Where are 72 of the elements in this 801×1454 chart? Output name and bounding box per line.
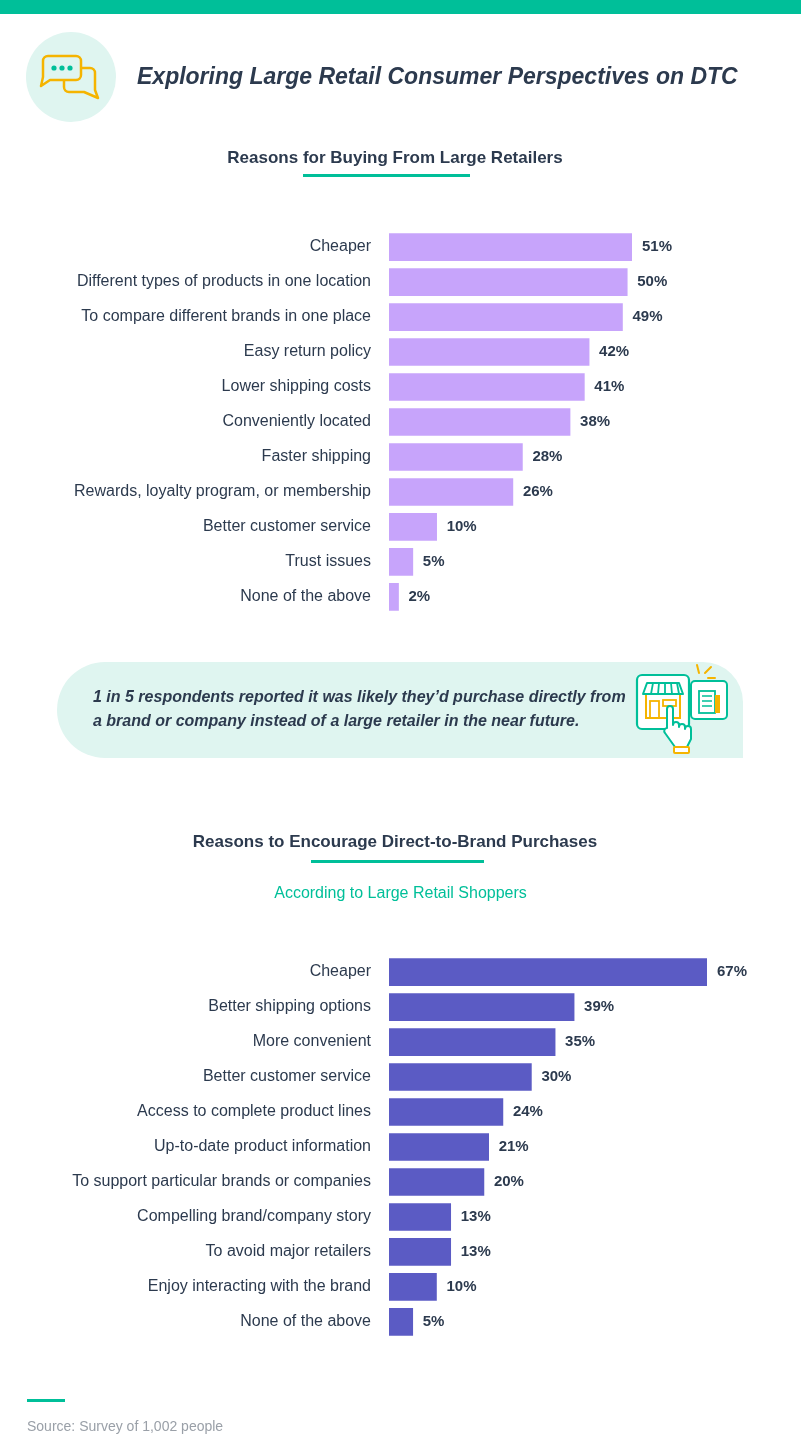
y-tick-label: Conveniently located [222,412,371,430]
y-tick-label: Lower shipping costs [221,377,371,395]
chart-title: Reasons for Buying From Large Retailers [226,147,564,169]
chart-title: Reasons to Encourage Direct-to-Brand Purchases [191,831,599,853]
bar [389,1098,504,1126]
chart-subtitle: According to Large Retail Shoppers [273,883,528,903]
source-note: Source: Survey of 1,002 people [27,1417,224,1435]
y-tick-label: Enjoy interacting with the brand [147,1277,371,1295]
data-label: 24% [512,1102,543,1120]
bar [389,1273,437,1301]
bar [389,268,628,296]
y-tick-label: More convenient [252,1032,372,1050]
data-label: 35% [565,1032,596,1050]
bar [389,1168,485,1196]
bar [389,1308,414,1336]
data-label: 5% [422,1312,445,1330]
bar [389,513,437,541]
data-label: 41% [594,377,625,395]
bar [389,1238,452,1266]
text: Exploring Large Retail Consumer Perspectives on DTC [137,62,738,91]
bar [389,408,571,436]
data-label: 30% [541,1067,572,1085]
bar [389,1028,556,1056]
bar [389,478,514,506]
y-tick-label: Trust issues [285,552,371,570]
bar [389,373,585,401]
data-label: 2% [408,587,431,605]
y-tick-label: To support particular brands or companies [72,1172,371,1190]
data-label: 10% [446,517,477,535]
bar [389,548,414,576]
bar [389,233,632,261]
y-tick-label: Better customer service [202,1067,372,1085]
y-tick-label: Faster shipping [261,447,371,465]
y-tick-label: To compare different brands in one place [81,307,372,325]
y-tick-label: Rewards, loyalty program, or membership [74,482,372,500]
y-tick-label: None of the above [240,587,372,605]
data-label: 50% [637,272,668,290]
data-label: 13% [460,1207,491,1225]
data-label: 28% [532,447,563,465]
data-label: 20% [493,1172,524,1190]
y-tick-label: Better customer service [202,517,372,535]
bar [389,993,575,1021]
y-tick-label: Up-to-date product information [154,1137,371,1155]
y-tick-label: To avoid major retailers [205,1242,371,1260]
data-label: 21% [498,1137,529,1155]
data-label: 67% [717,962,748,980]
bar [389,1203,452,1231]
data-label: 38% [580,412,611,430]
y-tick-label: Cheaper [309,962,372,980]
bar [389,1133,489,1161]
data-label: 13% [460,1242,491,1260]
bar [389,583,399,611]
data-label: 39% [584,997,615,1015]
y-tick-label: Access to complete product lines [137,1102,371,1120]
y-tick-label: Compelling brand/company story [137,1207,371,1225]
y-tick-label: Easy return policy [243,342,371,360]
bar [389,1063,532,1091]
y-tick-label: Cheaper [309,237,372,255]
data-label: 26% [522,482,553,500]
data-label: 42% [599,342,630,360]
y-tick-label: Different types of products in one location [76,272,371,290]
data-label: 10% [446,1277,477,1295]
bar [389,443,523,471]
data-label: 5% [422,552,445,570]
bar [389,303,623,331]
bar [389,338,590,366]
data-label: 51% [642,237,673,255]
bar [389,958,707,986]
text: 1 in 5 respondents reported it was likely they’d purchase directly from a brand or company instead of a large retailer in the near future. [93,687,627,731]
y-tick-label: Better shipping options [208,997,371,1015]
data-label: 49% [632,307,663,325]
y-tick-label: None of the above [240,1312,372,1330]
